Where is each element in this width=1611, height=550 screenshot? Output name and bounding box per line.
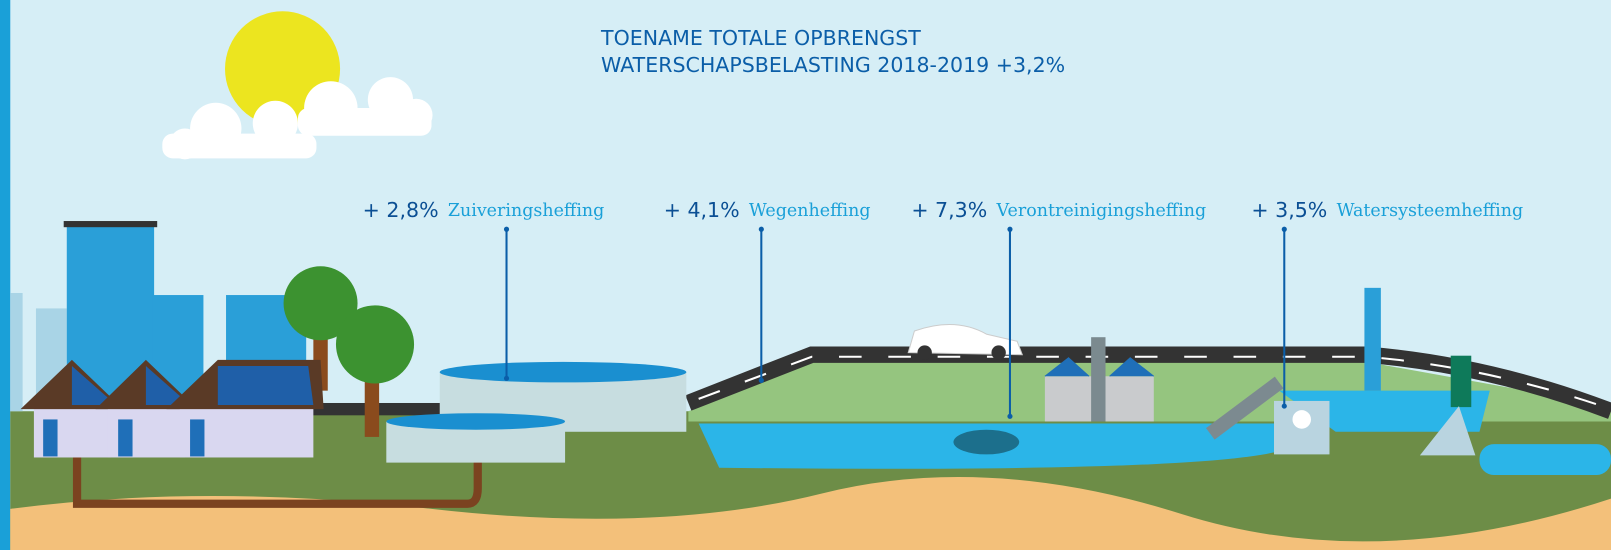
power-icon [1292, 410, 1310, 429]
levy-name: Verontreinigingsheffing [996, 201, 1207, 221]
tree [336, 305, 414, 383]
levy-name: Wegenheffing [749, 201, 871, 221]
page: {"header":{"title_lines":["TOENAME TOTAL… [0, 0, 1611, 550]
road-left [308, 403, 452, 415]
side-bar [0, 0, 10, 550]
title-line: TOENAME TOTALE OPBRENGST [600, 26, 921, 50]
gauge [1364, 288, 1380, 391]
pointer-dot [1007, 227, 1012, 232]
pointer-dot [504, 376, 509, 381]
trunk [365, 380, 379, 437]
levy-change: + 3,5% [1251, 198, 1327, 222]
tower-roof [64, 221, 157, 227]
pointer-dot [1282, 227, 1287, 232]
outflow [1479, 444, 1611, 475]
pointer-dot [1007, 414, 1012, 419]
levy-name: Watersysteemheffing [1337, 201, 1524, 221]
pointer-dot [759, 227, 764, 232]
title-line: WATERSCHAPSBELASTING 2018-2019 +3,2% [601, 53, 1065, 77]
levy-change: + 7,3% [911, 198, 987, 222]
levy-change: + 4,1% [664, 198, 740, 222]
pointer-dot [504, 227, 509, 232]
infographic: TOENAME TOTALE OPBRENGST WATERSCHAPSBELA… [0, 0, 1611, 550]
pollution [953, 430, 1019, 455]
pointer-dot [759, 378, 764, 383]
levy-name: Zuiveringsheffing [448, 201, 605, 221]
levy-change: + 2,8% [363, 198, 439, 222]
lock-gate [1451, 356, 1472, 407]
pointer-dot [1282, 404, 1287, 409]
